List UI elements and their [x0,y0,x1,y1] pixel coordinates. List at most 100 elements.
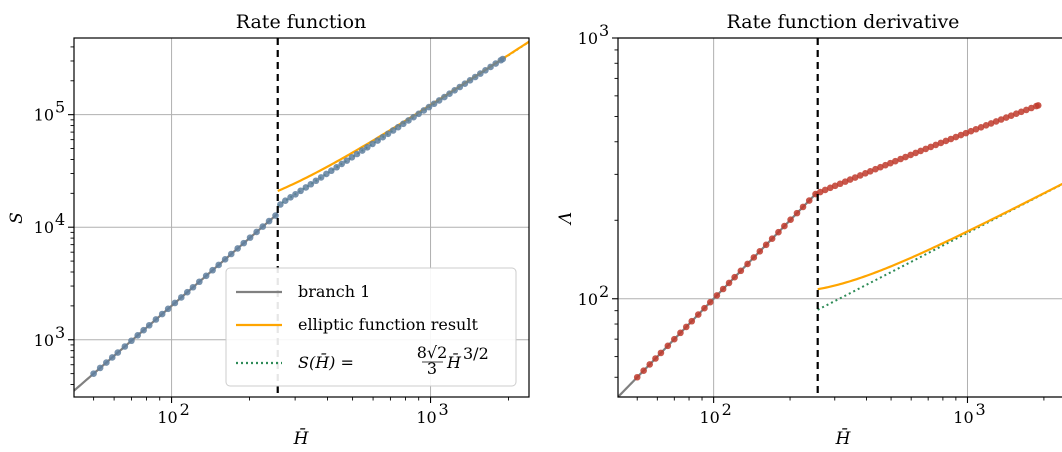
x-tick-label: 10 [416,408,436,427]
data-point [140,326,147,334]
plot-frame [617,37,1062,398]
data-point [646,361,654,368]
x-tick-exponent: 3 [439,400,449,419]
data-point [750,254,758,261]
data-point [177,294,185,301]
data-point [90,370,97,377]
data-point [343,157,351,164]
data-point [805,197,813,204]
data-point [323,170,330,178]
y-tick-label: 10 [34,218,54,237]
data-point [932,141,940,149]
data-point [682,323,690,331]
x-tick-exponent: 2 [722,400,732,419]
data-point [471,73,479,81]
data-point [348,154,356,161]
data-point [379,133,387,141]
data-point [196,278,203,286]
data-point [446,90,453,97]
data-point [1023,106,1030,114]
data-point [482,66,489,74]
x-tick-exponent: 3 [975,400,985,419]
data-point [358,147,366,154]
data-point [307,180,315,188]
data-point [282,197,289,204]
legend-formula-var: H̄ [446,351,462,372]
data-point [96,364,104,372]
legend-entry-elliptic: elliptic function result [236,315,478,334]
y-tick-exponent: 3 [599,21,609,40]
data-point [877,163,884,171]
legend-formula-den: 3 [427,359,437,378]
data-point [246,234,254,241]
data-point [851,174,859,181]
data-point [987,120,995,127]
x-tick-label: 10 [699,408,719,427]
data-point [882,161,889,169]
data-point [952,133,960,141]
legend-entry-asymptotic: S(H̄) = 8√2 3 H̄ 3/2 [236,343,489,378]
data-point [234,245,241,252]
data-point [487,63,494,71]
x-tick-exponent: 2 [180,400,190,419]
plot-frame [73,37,530,398]
data-point [652,355,659,362]
data-point [831,182,839,190]
data-point [947,135,955,143]
data-point [183,288,191,296]
data-point [887,159,894,167]
data-point [451,87,458,94]
data-point [499,55,507,63]
data-point [134,332,141,339]
data-point [821,186,829,194]
data-point [866,168,874,175]
x-axis-label: H̄ [293,427,310,449]
data-point [253,228,260,236]
data-point [677,329,684,337]
data-point [492,60,500,67]
data-point [787,216,794,223]
data-point [1007,112,1015,119]
data-point [108,354,116,361]
legend-label: elliptic function result [298,315,478,334]
legend-entry-branch-1: branch 1 [236,282,370,301]
y-tick-label: 10 [578,290,598,309]
legend-formula-num: 8√2 [417,343,448,362]
data-point [799,203,807,211]
series-1-line [817,182,1062,291]
data-point [292,190,299,198]
data-point [103,359,110,366]
data-point [415,110,422,118]
data-point [328,167,335,175]
data-point [1002,114,1010,121]
panel-rate-function: 10 2 10 310 310 410 5 Rate function H̄ S branc… [7,11,530,449]
x-tick-label: 10 [157,408,177,427]
data-point [719,285,727,293]
data-point [435,97,443,104]
data-point [756,248,764,255]
data-point [369,140,376,148]
y-axis-label: Λ [556,212,576,226]
data-point [374,137,381,144]
y-tick-exponent: 5 [55,98,65,117]
legend-box [225,267,517,387]
axis-ticks: 10 2 10 310 210 3 [578,21,1045,427]
data-point [927,143,935,151]
data-point [706,298,714,306]
data-point [781,222,788,230]
data-point [897,155,904,163]
data-point [333,163,340,171]
data-point [972,125,980,133]
data-point [202,272,210,280]
data-points [90,55,507,377]
data-point [384,130,392,138]
data-point [977,123,985,131]
data-point [671,335,678,343]
axis-ticks: 10 2 10 310 310 410 5 [34,46,509,427]
data-point [657,349,665,357]
data-point [912,149,919,157]
data-point [461,80,469,87]
chart-title: Rate function [236,11,367,33]
data-point [353,150,361,158]
